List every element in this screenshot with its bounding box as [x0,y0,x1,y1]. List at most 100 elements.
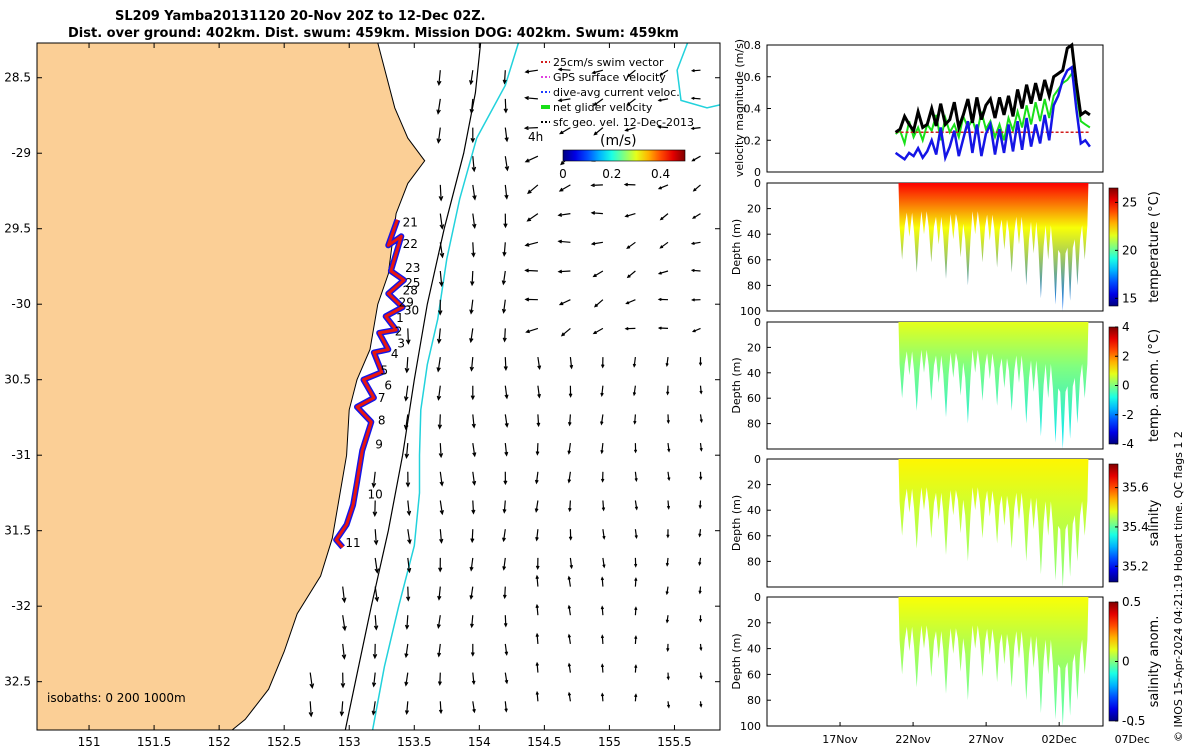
velocity-arrow [438,184,444,202]
velocity-arrow [659,69,669,76]
section-y-tick-label: 40 [747,643,761,656]
map-x-tick-label: 152 [208,735,231,749]
map-y-tick-label: -30 [11,297,31,311]
velocity-arrow [699,414,703,424]
map-x-tick-label: 153.5 [397,735,431,749]
velocity-arrow [690,241,701,245]
velocity-arrow [600,692,605,702]
velocity-arrow [524,268,538,273]
velocity-arrow [472,471,477,486]
map-y-tick-label: -31 [11,448,31,462]
velocity-arrow [472,701,476,714]
velocity-arrow [558,184,571,192]
velocity-arrow [600,605,605,616]
velocity-arrow [469,98,475,115]
velocity-arrow [535,661,539,673]
section-y-tick-label: 20 [747,203,761,216]
velocity-arrow [504,643,509,656]
velocity-arrow [469,299,474,315]
velocity-arrow [504,385,509,400]
section-colorbar-tick: -0.5 [1122,714,1145,728]
velocity-arrow [568,529,573,541]
velocity-arrow [600,357,605,369]
velocity-arrow [592,327,604,335]
section-colorbar-tick: 20 [1122,243,1137,257]
map-colorbar-tick: 0.4 [651,167,670,181]
velocity-arrow [469,557,474,572]
velocity-arrow [657,184,669,190]
legend-entry: 25cm/s swim vector [553,56,664,69]
velocity-arrow [436,70,442,87]
section-x-tick-label: 17Nov [822,733,858,746]
velocity-arrow [690,126,701,130]
map-frame [36,42,721,731]
section-colorbar-label: salinity [1147,499,1162,546]
velocity-arrow [503,98,508,114]
velocity-arrow [691,213,701,219]
velocity-arrow [535,557,540,571]
figure-title-line2: Dist. over ground: 402km. Dist. swum: 45… [68,26,679,41]
velocity-arrow [504,672,509,685]
legend-entry: GPS surface velocity [553,71,666,84]
velocity-arrow [691,298,701,302]
velocity-arrow [634,693,638,702]
section-y-tick-label: 60 [747,392,761,405]
section-data-field [898,597,1089,726]
credit-text: © IMOS 15-Apr-2024 04:21:19 Hobart time.… [1172,431,1185,742]
velocity-arrow [568,385,573,398]
velocity-arrow [567,443,571,455]
section-y-tick-label: 60 [747,254,761,267]
section-ylabel: Depth (m) [730,633,743,689]
velocity-arrow [439,500,444,516]
velocity-arrow [406,557,412,574]
velocity-arrow [569,357,574,370]
velocity-arrow [535,690,539,702]
velocity-arrow [374,557,380,574]
velocity-arrow [437,299,443,316]
velocity-arrow [690,68,701,73]
section-colorbar-tick: 35.2 [1122,559,1149,573]
velocity-arrow [371,701,376,716]
velocity-arrow [471,672,476,686]
velocity-arrow [667,471,671,482]
velocity-arrow-field [308,67,703,718]
velocity-arrow [698,529,702,538]
velocity-arrow [699,471,703,481]
velocity-arrow [437,586,442,601]
section-y-tick-label: 80 [747,555,761,568]
velocity-arrow [405,586,411,602]
map-x-tick-label: 155 [598,735,621,749]
legend-entry: sfc geo. vel. 12-Dec-2013 [553,116,694,129]
velocity-arrow [504,414,509,428]
velocity-arrow [404,443,410,459]
section-ylabel: Depth (m) [730,495,743,551]
velocity-arrow [625,299,636,305]
velocity-arrow [472,443,477,458]
velocity-arrow [657,297,669,302]
velocity-arrow [501,299,507,314]
section-panel: 0 20 40 60 80 Depth (m) 35.2 35.4 35.6 salinity [730,453,1162,588]
velocity-arrow [406,500,412,517]
section-colorbar-label: temperature (°C) [1147,191,1162,303]
velocity-arrow [438,443,444,459]
section-colorbar-label: salinity anom. [1147,616,1162,708]
map-y-tick-label: 30.5 [4,373,31,387]
section-y-tick-label: 100 [740,720,761,733]
velocity-arrow [699,385,703,395]
section-ylabel: Depth (m) [730,219,743,275]
velocity-arrow [560,327,571,337]
section-y-tick-label: 80 [747,694,761,707]
velocity-arrow [557,98,571,103]
velocity-arrow [470,385,475,401]
section-y-tick-label: 20 [747,479,761,492]
section-colorbar-tick: 0 [1122,655,1130,669]
map-colorbar-label: (m/s) [600,133,637,149]
track-day-label: 8 [378,413,386,427]
isobath-1000m-line [344,43,482,730]
track-day-label: 30 [404,303,419,317]
velocity-arrow [469,328,474,344]
velocity-arrow [659,213,669,221]
velocity-arrow [591,69,604,75]
velocity-arrow [602,557,606,569]
velocity-arrow [666,701,671,709]
